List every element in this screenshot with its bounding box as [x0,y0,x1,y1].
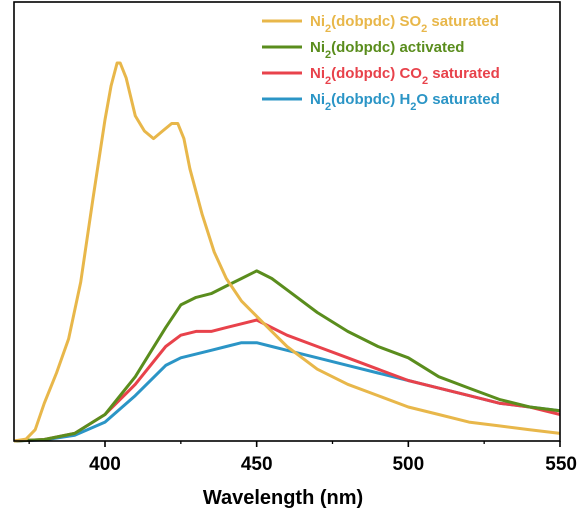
series-line-2 [13,318,561,443]
x-axis-ticks: 400 450 500 550 [28,441,577,475]
x-tick-label: 400 [89,454,121,475]
legend-label-1: Ni2(dobpdc) activated [310,39,464,61]
legend-label-0: Ni2(dobpdc) SO2 saturated [310,13,499,35]
legend-label-3: Ni2(dobpdc) H2O saturated [310,91,500,113]
x-tick-label: 450 [241,454,273,475]
x-tick-label: 500 [392,454,424,475]
legend: Ni2(dobpdc) SO2 saturated Ni2(dobpdc) act… [262,13,500,113]
series-line-0 [13,61,561,443]
legend-label-2: Ni2(dobpdc) CO2 saturated [310,65,500,87]
x-tick-label: 550 [545,454,577,475]
series-line-1 [13,269,561,443]
series-layer [13,61,561,443]
x-axis-title: Wavelength (nm) [203,487,363,508]
plot-area-frame [13,1,561,442]
